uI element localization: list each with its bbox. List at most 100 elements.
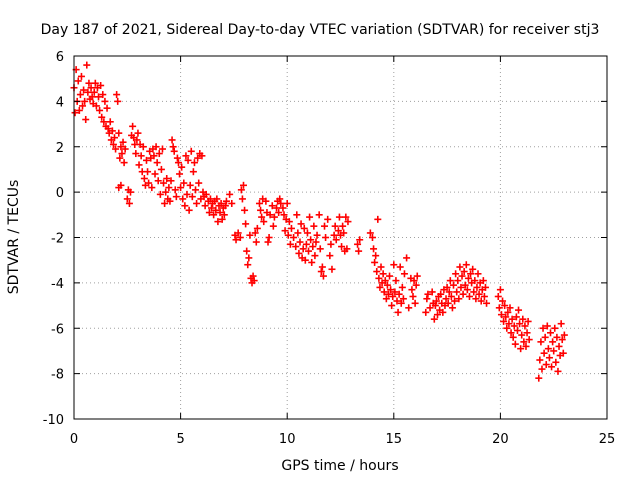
data-point: [168, 136, 176, 144]
data-point: [226, 190, 234, 198]
data-point: [432, 297, 440, 305]
data-point: [408, 286, 416, 294]
data-point: [170, 147, 178, 155]
data-point: [458, 272, 466, 280]
data-point: [517, 345, 525, 353]
data-point: [542, 361, 550, 369]
data-point: [339, 222, 347, 230]
data-point: [389, 292, 397, 300]
data-point: [543, 322, 551, 330]
data-point: [523, 329, 531, 337]
data-point: [374, 215, 382, 223]
data-point: [505, 320, 513, 328]
x-axis-label: GPS time / hours: [281, 458, 398, 474]
data-point: [297, 220, 305, 228]
data-point: [513, 327, 521, 335]
data-point: [201, 202, 209, 210]
y-axis-label: SDTVAR / TECUs: [6, 180, 22, 295]
data-point: [541, 333, 549, 341]
data-point: [473, 283, 481, 291]
data-point: [166, 197, 174, 205]
data-point: [135, 161, 143, 169]
data-points: [70, 61, 568, 382]
data-point: [165, 184, 173, 192]
data-point: [91, 79, 99, 87]
data-point: [515, 306, 523, 314]
data-point: [244, 261, 252, 269]
data-point: [189, 168, 197, 176]
data-point: [308, 258, 316, 266]
data-point: [467, 270, 475, 278]
data-point: [82, 116, 90, 124]
data-point: [303, 229, 311, 237]
chart-title: Day 187 of 2021, Sidereal Day-to-day VTE…: [41, 22, 600, 38]
data-point: [236, 234, 244, 241]
data-point: [90, 88, 98, 96]
data-point: [497, 311, 505, 319]
data-point: [334, 227, 342, 235]
data-point: [87, 84, 95, 92]
data-point: [300, 224, 308, 232]
data-point: [299, 245, 307, 253]
data-point: [112, 145, 120, 153]
data-point: [160, 179, 168, 187]
data-point: [317, 268, 325, 276]
data-point: [449, 281, 457, 289]
data-point: [331, 222, 339, 230]
data-point: [330, 231, 338, 239]
data-point: [144, 168, 152, 176]
data-point: [154, 177, 162, 185]
data-point: [241, 206, 249, 214]
data-point: [258, 213, 266, 221]
data-point: [212, 206, 220, 214]
data-point: [516, 320, 524, 328]
data-point: [456, 263, 464, 271]
data-point: [108, 127, 116, 135]
data-point: [269, 222, 277, 230]
data-point: [368, 234, 376, 241]
data-point: [545, 354, 553, 362]
data-point: [234, 229, 242, 237]
data-point: [373, 268, 381, 276]
data-point: [524, 317, 532, 325]
data-point: [405, 304, 413, 312]
data-point: [539, 324, 547, 332]
data-point: [275, 209, 283, 217]
data-point: [424, 290, 432, 298]
data-point: [372, 252, 380, 260]
data-point: [451, 297, 459, 305]
data-point: [464, 274, 472, 282]
data-point: [510, 322, 518, 330]
data-point: [273, 204, 281, 212]
data-point: [560, 331, 568, 339]
data-point: [340, 229, 348, 237]
data-point: [480, 292, 488, 300]
data-point: [453, 288, 461, 296]
data-point: [383, 281, 391, 289]
data-point: [158, 145, 166, 153]
data-point: [477, 297, 485, 305]
data-point: [277, 199, 285, 207]
data-point: [117, 181, 125, 189]
data-point: [390, 261, 398, 269]
data-point: [145, 179, 153, 187]
data-point: [316, 245, 324, 253]
data-point: [279, 204, 287, 212]
data-point: [547, 329, 555, 337]
data-point: [111, 134, 119, 142]
data-point: [381, 277, 389, 285]
data-point: [444, 299, 452, 307]
data-point: [134, 129, 142, 137]
data-point: [187, 147, 195, 155]
data-point: [503, 324, 511, 332]
data-point: [285, 218, 293, 226]
data-point: [452, 270, 460, 278]
data-point: [95, 93, 103, 101]
data-point: [462, 261, 470, 269]
data-point: [338, 243, 346, 251]
data-point: [88, 93, 96, 101]
y-tick-label: -6: [51, 322, 64, 337]
data-point: [312, 238, 320, 246]
data-point: [376, 283, 384, 291]
